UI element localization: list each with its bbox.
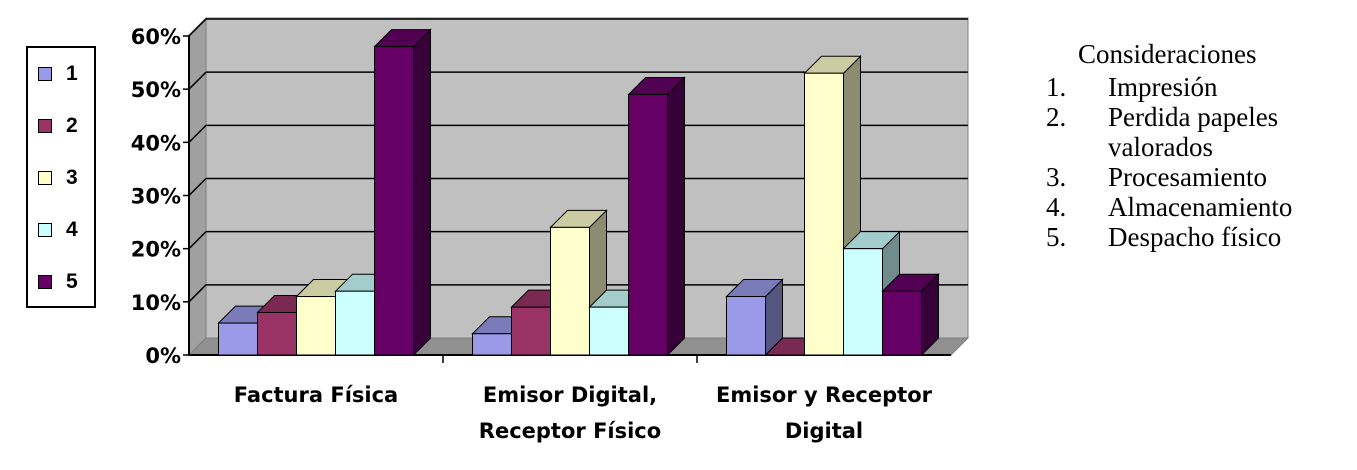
legend-label-3: 3 [66,166,78,189]
considerations-title: Consideraciones [1078,39,1257,69]
bar [296,296,336,356]
legend-item-3: 3 [38,166,94,190]
y-tick-label: 10% [131,291,181,315]
bar [550,226,590,356]
legend-swatch-5 [38,275,52,289]
bar [511,306,551,356]
bar [589,306,629,356]
consideration-item: 2. Perdida papeles valorados [1040,102,1350,162]
y-tick-label: 40% [131,131,181,155]
considerations-panel: Consideraciones 1. Impresión 2. Perdida … [1040,36,1350,252]
bar [218,322,258,356]
y-gridline-side [188,177,207,197]
y-gridline-side [188,18,207,37]
y-tick-label: 20% [131,238,181,262]
y-tick-label: 50% [131,78,181,102]
legend-label-1: 1 [66,62,78,85]
consideration-text: Almacenamiento [1108,192,1293,222]
consideration-text: Despacho físico [1108,222,1282,252]
consideration-item: 4. Almacenamiento [1040,192,1350,222]
consideration-text: Perdida papeles [1108,102,1279,132]
x-category-label: Emisor y Receptor [716,383,933,407]
y-gridline-side [188,71,207,90]
legend-item-2: 2 [38,114,94,138]
legend-item-5: 5 [38,270,94,294]
consideration-item: 1. Impresión [1040,72,1350,102]
bar-side [413,28,431,357]
bar [472,333,512,356]
legend-label-5: 5 [66,270,78,293]
consideration-number: 3. [1046,162,1067,192]
chart-legend: 1 2 3 4 5 [26,46,96,308]
consideration-item: 5. Despacho físico [1040,222,1350,252]
consideration-number: 4. [1046,192,1067,222]
bar [335,290,375,356]
legend-swatch-3 [38,171,52,185]
x-category-label: Factura Física [234,383,398,407]
legend-label-2: 2 [66,114,78,137]
consideration-number: 1. [1046,72,1067,102]
consideration-text: Impresión [1108,72,1218,102]
legend-swatch-1 [38,67,52,81]
consideration-text: Procesamiento [1108,162,1267,192]
bar [374,46,414,356]
legend-label-4: 4 [66,218,78,241]
bar [257,311,297,356]
consideration-number: 5. [1046,222,1067,252]
legend-swatch-2 [38,119,52,133]
consideration-number: 2. [1046,102,1067,132]
bar [843,248,883,356]
x-category-label: Digital [785,419,863,443]
legend-item-4: 4 [38,218,94,242]
bar-side [667,76,685,357]
y-gridline-side [188,284,207,303]
bar [804,72,844,356]
y-tick-label: 60% [131,25,181,49]
legend-item-1: 1 [38,62,94,86]
x-category-label: Receptor Físico [479,419,661,443]
bar [882,290,922,356]
y-tick-label: 0% [145,344,181,368]
y-tick-label: 30% [131,185,181,209]
consideration-text-cont: valorados [1108,132,1213,162]
consideration-item: 3. Procesamiento [1040,162,1350,192]
x-category-label: Emisor Digital, [483,383,657,407]
bar [765,354,805,356]
y-gridline-side [188,231,207,250]
legend-swatch-4 [38,223,52,237]
bar [726,296,766,356]
bar [628,93,668,356]
y-gridline-side [188,124,207,143]
